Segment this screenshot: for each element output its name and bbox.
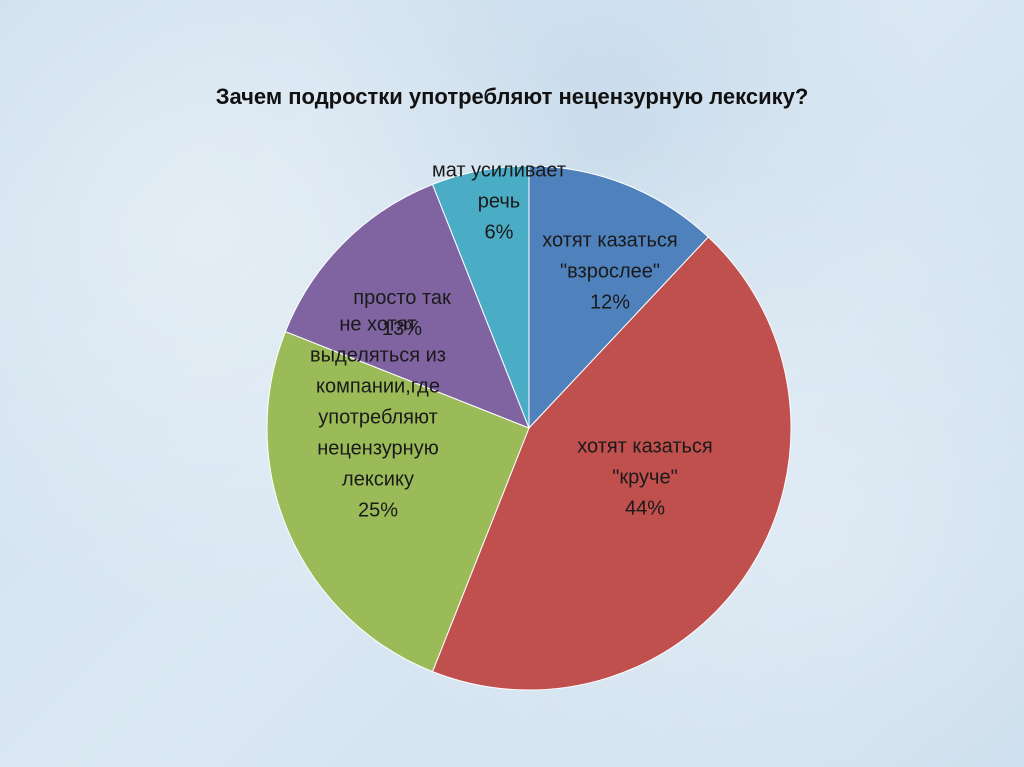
- pie-slice-label-line: компании,где: [316, 375, 440, 397]
- pie-slice-label-line: хотят казаться: [542, 229, 678, 251]
- pie-slice-label-line: "круче": [612, 466, 677, 488]
- pie-slice-label-line: употребляют: [318, 406, 437, 428]
- chart-title: Зачем подростки употребляют нецензурную …: [215, 84, 809, 109]
- pie-slice-label-line: выделяться из: [310, 344, 446, 366]
- pie-slice-label-line: 13%: [382, 318, 422, 340]
- pie-slice-label-line: 25%: [358, 499, 398, 521]
- pie-slice-label-line: 6%: [485, 221, 514, 243]
- pie-slice-label-3: просто так 13%: [353, 287, 451, 340]
- pie-slice-2: [266, 330, 530, 673]
- pie-slice-label-line: лексику: [342, 468, 414, 490]
- pie-slice-label-line: 12%: [590, 291, 630, 313]
- pie-slice-label-1: хотят казаться "круче" 44%: [577, 435, 713, 519]
- pie-slice-1: [431, 236, 792, 691]
- pie-slice-label-line: нецензурную: [317, 437, 438, 459]
- pie-slice-label-line: не хотят: [339, 313, 416, 335]
- pie-slice-label-line: 44%: [625, 497, 665, 519]
- pie-slice-label-line: мат усиливает: [432, 159, 566, 181]
- pie-slice-label-4: мат усиливает речь 6%: [432, 159, 566, 243]
- pie-slice-4: [431, 165, 530, 429]
- pie-slice-label-0: хотят казаться "взрослее" 12%: [542, 229, 678, 313]
- pie-slice-label-line: хотят казаться: [577, 435, 713, 457]
- pie-slice-label-line: речь: [478, 190, 520, 212]
- pie-slice-0: [528, 165, 710, 430]
- pie-slice-label-line: просто так: [353, 287, 451, 309]
- pie-slice-label-line: "взрослее": [560, 260, 660, 282]
- pie-slice-label-2: не хотят выделяться из компании,где употреб…: [310, 313, 446, 521]
- pie-slice-3: [284, 183, 530, 429]
